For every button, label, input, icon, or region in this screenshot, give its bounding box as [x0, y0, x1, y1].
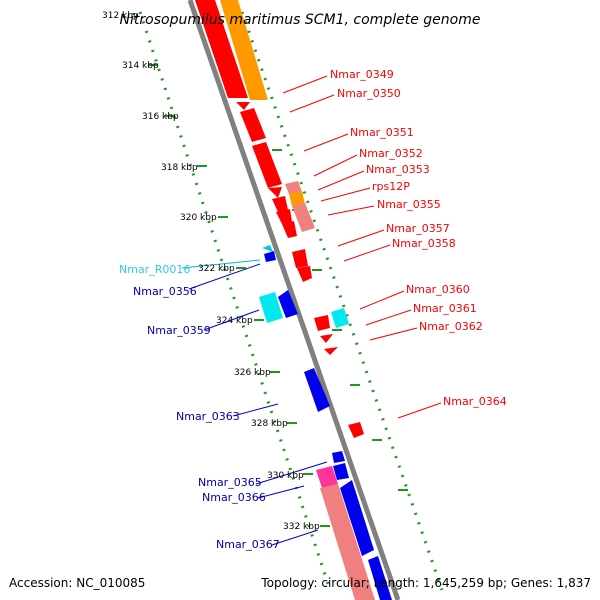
gene-block-nmar-0357	[292, 249, 308, 268]
forward-gene-labels: Nmar_R0016 Nmar_0356 Nmar_0359 Nmar_0363…	[119, 263, 280, 551]
ruler-label: 320 kbp	[180, 213, 217, 223]
gene-arrow-nmar-0364	[348, 422, 364, 438]
ruler-label: 312 kbp	[102, 11, 139, 21]
gene-arrow-nmar-0365	[332, 451, 345, 463]
gene-label-nmar-0355[interactable]: Nmar_0355	[377, 198, 441, 211]
gene-block-blue-tail	[368, 556, 392, 600]
gene-label-nmar-0352[interactable]: Nmar_0352	[359, 147, 423, 160]
reverse-features	[195, 0, 364, 438]
reverse-gene-labels: Nmar_0349 Nmar_0350 Nmar_0351 Nmar_0352 …	[330, 68, 507, 408]
ruler-label: 314 kbp	[122, 61, 159, 71]
reverse-leader-lines	[282, 75, 442, 419]
gene-label-nmar-0364[interactable]: Nmar_0364	[443, 395, 507, 408]
gene-label-nmar-r0016[interactable]: Nmar_R0016	[119, 263, 190, 276]
gene-label-nmar-0349[interactable]: Nmar_0349	[330, 68, 394, 81]
gene-block-nmar-0363	[304, 368, 330, 412]
ruler-label: 316 kbp	[142, 112, 179, 122]
gene-label-nmar-0358[interactable]: Nmar_0358	[392, 237, 456, 250]
map-title: Nitrosopumilus maritimus SCM1, complete …	[120, 12, 481, 28]
gene-block-cyan-2	[331, 308, 349, 328]
gene-label-nmar-0365[interactable]: Nmar_0365	[198, 476, 262, 489]
reverse-track-line	[240, 11, 444, 591]
gene-block-nmar-0350	[220, 0, 268, 100]
gene-arrow-nmar-0356	[264, 251, 276, 262]
gene-block-rps12p	[289, 191, 305, 206]
gene-label-nmar-0362[interactable]: Nmar_0362	[419, 320, 483, 333]
ruler-label: 330 kbp	[267, 471, 304, 481]
forward-leader-lines	[181, 259, 328, 546]
gene-rna-nmar-r0016	[262, 245, 273, 252]
gene-block-pseudogene	[285, 181, 302, 194]
gene-arrow-3	[282, 221, 297, 238]
forward-features	[259, 245, 392, 600]
gene-label-nmar-0367[interactable]: Nmar_0367	[216, 538, 280, 551]
gene-label-nmar-0350[interactable]: Nmar_0350	[337, 87, 401, 100]
genome-backbone	[187, 0, 401, 600]
gene-label-rps12p[interactable]: rps12P	[372, 180, 410, 193]
gene-block-nmar-0352	[252, 142, 282, 188]
gene-label-nmar-0359[interactable]: Nmar_0359	[147, 324, 211, 337]
gene-block-pink	[316, 466, 338, 488]
gene-block-nmar-0360	[314, 315, 330, 331]
gene-block-nmar-0355	[292, 203, 315, 232]
forward-track-line	[138, 11, 332, 591]
gene-block-nmar-0351	[240, 108, 266, 142]
gene-label-nmar-0351[interactable]: Nmar_0351	[350, 126, 414, 139]
ruler-label: 322 kbp	[198, 264, 235, 274]
gene-label-nmar-0357[interactable]: Nmar_0357	[386, 222, 450, 235]
gene-block-nmar-0359-blue	[278, 290, 298, 318]
gene-arrow-nmar-0358	[297, 266, 312, 282]
gene-arrow-nmar-0366	[333, 463, 349, 480]
gene-arrow-nmar-0362	[324, 347, 338, 355]
gene-label-nmar-0356[interactable]: Nmar_0356	[133, 285, 197, 298]
gene-arrow-nmar-0353	[268, 187, 282, 198]
gene-label-nmar-0353[interactable]: Nmar_0353	[366, 163, 430, 176]
gene-arrow-2	[276, 209, 292, 224]
ruler-label: 318 kbp	[161, 163, 198, 173]
accession-text: Accession: NC_010085	[9, 576, 145, 590]
genome-summary-text: Topology: circular; Length: 1,645,259 bp…	[260, 576, 591, 590]
gene-label-nmar-0363[interactable]: Nmar_0363	[176, 410, 240, 423]
ruler-labels: 312 kbp 314 kbp 316 kbp 318 kbp 320 kbp …	[102, 11, 320, 532]
ruler-label: 326 kbp	[234, 368, 271, 378]
gene-label-nmar-0366[interactable]: Nmar_0366	[202, 491, 266, 504]
gene-arrow-small	[236, 102, 250, 110]
gene-arrow-nmar-0361	[320, 334, 333, 343]
gene-label-nmar-0361[interactable]: Nmar_0361	[413, 302, 477, 315]
gene-label-nmar-0360[interactable]: Nmar_0360	[406, 283, 470, 296]
gene-block-nmar-0349	[195, 0, 248, 98]
ruler-label: 324 kbp	[216, 316, 253, 326]
ruler-label: 332 kbp	[283, 522, 320, 532]
ruler-label: 328 kbp	[251, 419, 288, 429]
gene-block-nmar-0367-blue	[340, 480, 374, 556]
gene-arrow-1	[272, 196, 288, 212]
gene-block-nmar-0367-salmon	[320, 484, 375, 600]
gene-block-nmar-0359-cyan	[259, 292, 283, 323]
